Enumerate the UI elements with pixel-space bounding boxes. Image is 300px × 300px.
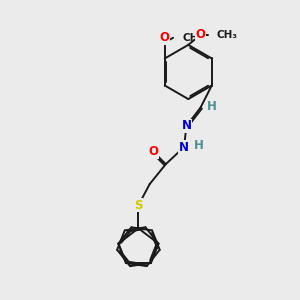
Text: O: O [196,28,206,41]
Text: O: O [160,31,170,44]
Text: N: N [182,119,191,132]
Text: CH₃: CH₃ [217,30,238,40]
Text: O: O [148,145,158,158]
Text: CH₃: CH₃ [182,33,203,43]
Text: S: S [134,199,143,212]
Text: N: N [179,141,189,154]
Text: H: H [194,139,203,152]
Text: H: H [207,100,217,112]
